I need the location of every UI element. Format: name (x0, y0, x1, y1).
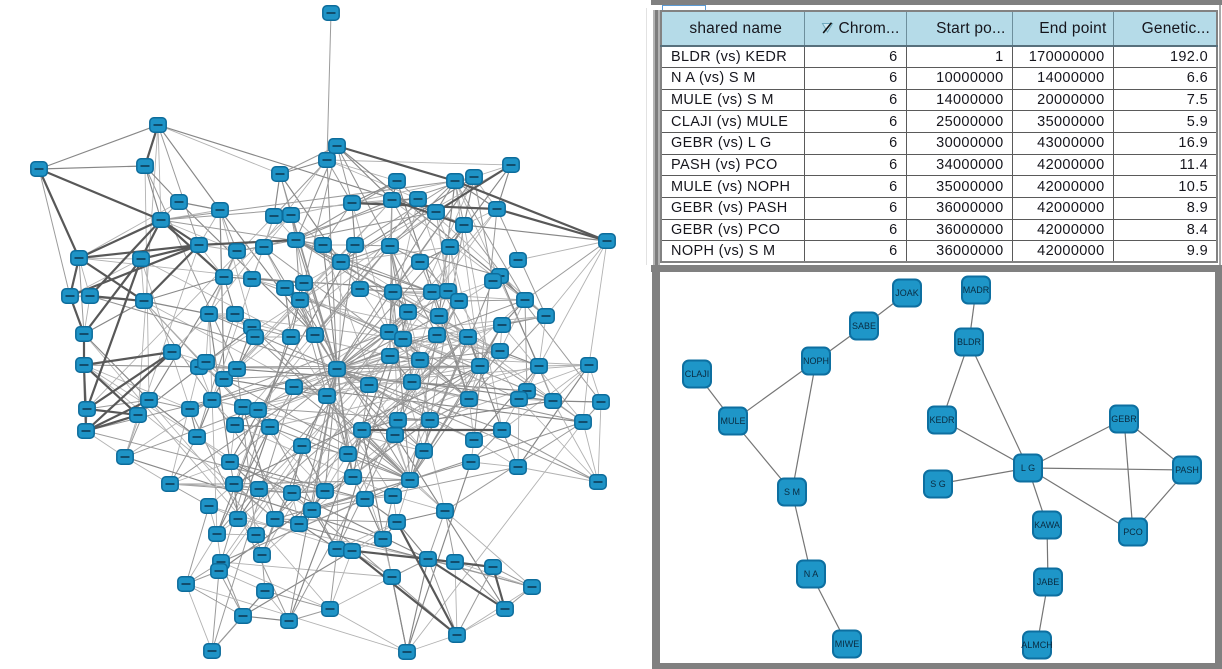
svg-text:KAWA: KAWA (1034, 520, 1060, 530)
svg-text:MIWE: MIWE (835, 639, 860, 649)
svg-text:PASH: PASH (1175, 465, 1199, 475)
svg-text:GEBR: GEBR (1111, 414, 1137, 424)
svg-text:PCO: PCO (1123, 527, 1143, 537)
svg-text:BLDR: BLDR (957, 337, 982, 347)
svg-text:L G: L G (1021, 463, 1035, 473)
svg-text:N A: N A (804, 569, 819, 579)
svg-text:CLAJI: CLAJI (685, 369, 710, 379)
svg-text:NOPH: NOPH (803, 356, 829, 366)
svg-text:SABE: SABE (852, 321, 876, 331)
svg-text:S G: S G (930, 479, 946, 489)
svg-text:KEDR: KEDR (929, 415, 955, 425)
svg-text:S M: S M (784, 487, 800, 497)
svg-text:ALMCH: ALMCH (1021, 640, 1053, 650)
svg-text:JOAK: JOAK (895, 288, 919, 298)
svg-text:MADR: MADR (963, 285, 990, 295)
svg-text:JABE: JABE (1037, 577, 1060, 587)
svg-text:MULE: MULE (720, 416, 745, 426)
